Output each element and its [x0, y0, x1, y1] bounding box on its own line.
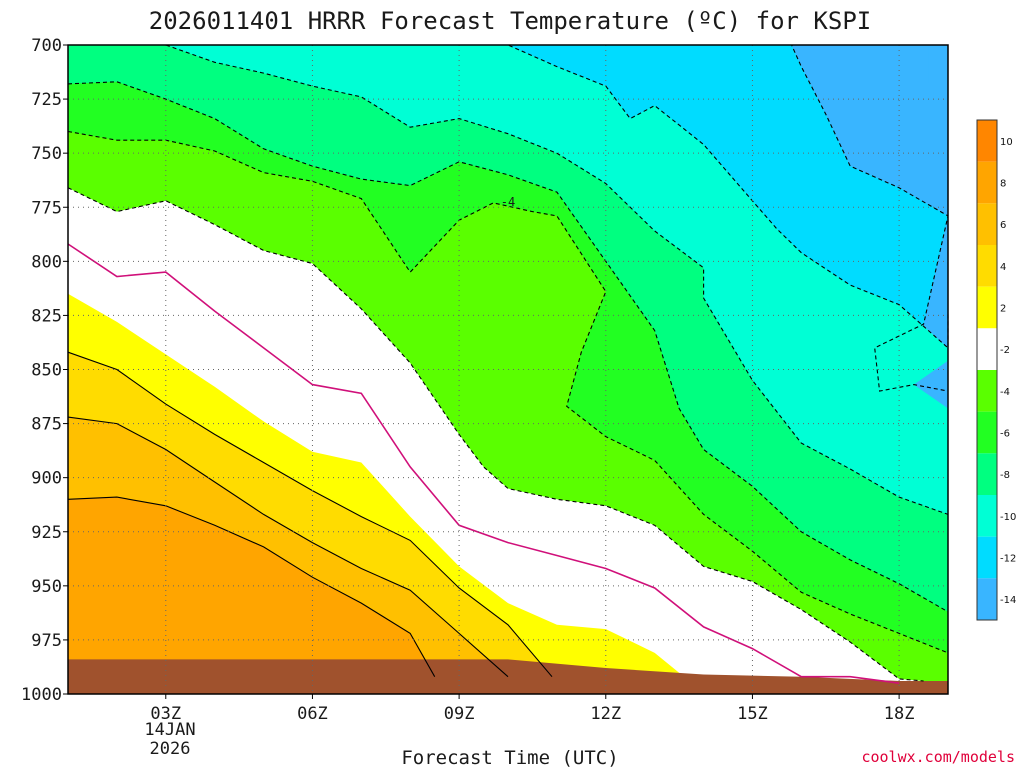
- contour-line--4: [67, 130, 949, 654]
- contour-line-6: [67, 496, 436, 677]
- contour-line--6: [67, 81, 949, 613]
- x-tick-label-03Z: 03Z: [150, 704, 181, 724]
- colorbar-label-10: 10: [1000, 137, 1013, 148]
- colorbar-swatch-4: [977, 245, 997, 287]
- contour-line--12: [68, 44, 949, 392]
- colorbar-label-6: 6: [1000, 220, 1006, 231]
- x-axis-label: Forecast Time (UTC): [401, 747, 618, 768]
- colorbar-swatch--12: [977, 536, 997, 579]
- temp-band-6-to-8: [68, 497, 435, 694]
- contour-line-4: [67, 416, 509, 678]
- cold-patch-0: [928, 45, 948, 125]
- contour-lines: [67, 44, 949, 684]
- colorbar-swatch--6: [977, 411, 997, 454]
- y-tick-label-800: 800: [31, 252, 62, 272]
- colorbar-swatch--8: [977, 453, 997, 495]
- y-tick-label-725: 725: [31, 90, 62, 110]
- y-tick-label-750: 750: [31, 144, 62, 164]
- y-tick-label-900: 900: [31, 469, 62, 489]
- x-tick-label-18Z: 18Z: [884, 704, 915, 724]
- y-tick-label-850: 850: [31, 361, 62, 381]
- colorbar-label-2: 2: [1000, 304, 1006, 315]
- plot-axes: 700 725 750 775 800 825 850 875 900 925 950 975 1000…: [21, 36, 949, 724]
- colorbar-label--8: -8: [1000, 470, 1010, 481]
- colorbar-swatch--2: [977, 328, 997, 370]
- plot-grid: [68, 45, 948, 694]
- y-tick-label-775: 775: [31, 198, 62, 218]
- freezing-line: [67, 243, 900, 684]
- colorbar-swatch--14: [977, 578, 997, 620]
- colorbar-swatch-6: [977, 203, 997, 245]
- date-label-year: 2026: [150, 739, 191, 759]
- colorbar-swatch-8: [977, 161, 997, 204]
- x-tick-label-12Z: 12Z: [590, 704, 621, 724]
- date-label-day: 14JAN: [144, 720, 195, 740]
- colorbar-label-4: 4: [1000, 262, 1006, 273]
- contour-label: -4: [501, 195, 515, 209]
- y-tick-label-825: 825: [31, 306, 62, 326]
- colorbar-label--4: -4: [1000, 387, 1010, 398]
- colorbar-label--12: -12: [1000, 554, 1016, 565]
- colorbar-swatch--4: [977, 370, 997, 412]
- colorbar-swatch-2: [977, 286, 997, 329]
- colorbar-label--10: -10: [1000, 512, 1016, 523]
- colorbar-label--2: -2: [1000, 345, 1010, 356]
- x-tick-label-15Z: 15Z: [737, 704, 768, 724]
- contour-line--10: [68, 44, 949, 350]
- y-tick-label-1000: 1000: [21, 685, 62, 705]
- cold-patch-1: [913, 360, 948, 409]
- contour-line--8: [68, 44, 949, 515]
- colorbar-label-8: 8: [1000, 179, 1006, 190]
- x-tick-label-06Z: 06Z: [297, 704, 328, 724]
- y-tick-label-950: 950: [31, 577, 62, 597]
- colorbar-label--14: -14: [1000, 595, 1016, 606]
- colorbar-legend: 10 8 6 4 2 -2 -4 -6 -8 -10 -12 -14: [976, 119, 1016, 621]
- chart-title: 2026011401 HRRR Forecast Temperature (ºC…: [149, 7, 871, 35]
- x-tick-label-09Z: 09Z: [444, 704, 475, 724]
- y-tick-label-700: 700: [31, 36, 62, 56]
- colorbar-frame: [976, 119, 998, 621]
- colorbar-swatch--10: [977, 495, 997, 537]
- site-credit: coolwx.com/models: [861, 748, 1015, 766]
- contour-line--2: [67, 187, 924, 682]
- y-tick-label-925: 925: [31, 523, 62, 543]
- colorbar-swatch-10: [977, 120, 997, 162]
- y-tick-label-875: 875: [31, 415, 62, 435]
- y-tick-label-975: 975: [31, 631, 62, 651]
- colorbar-label--6: -6: [1000, 429, 1010, 440]
